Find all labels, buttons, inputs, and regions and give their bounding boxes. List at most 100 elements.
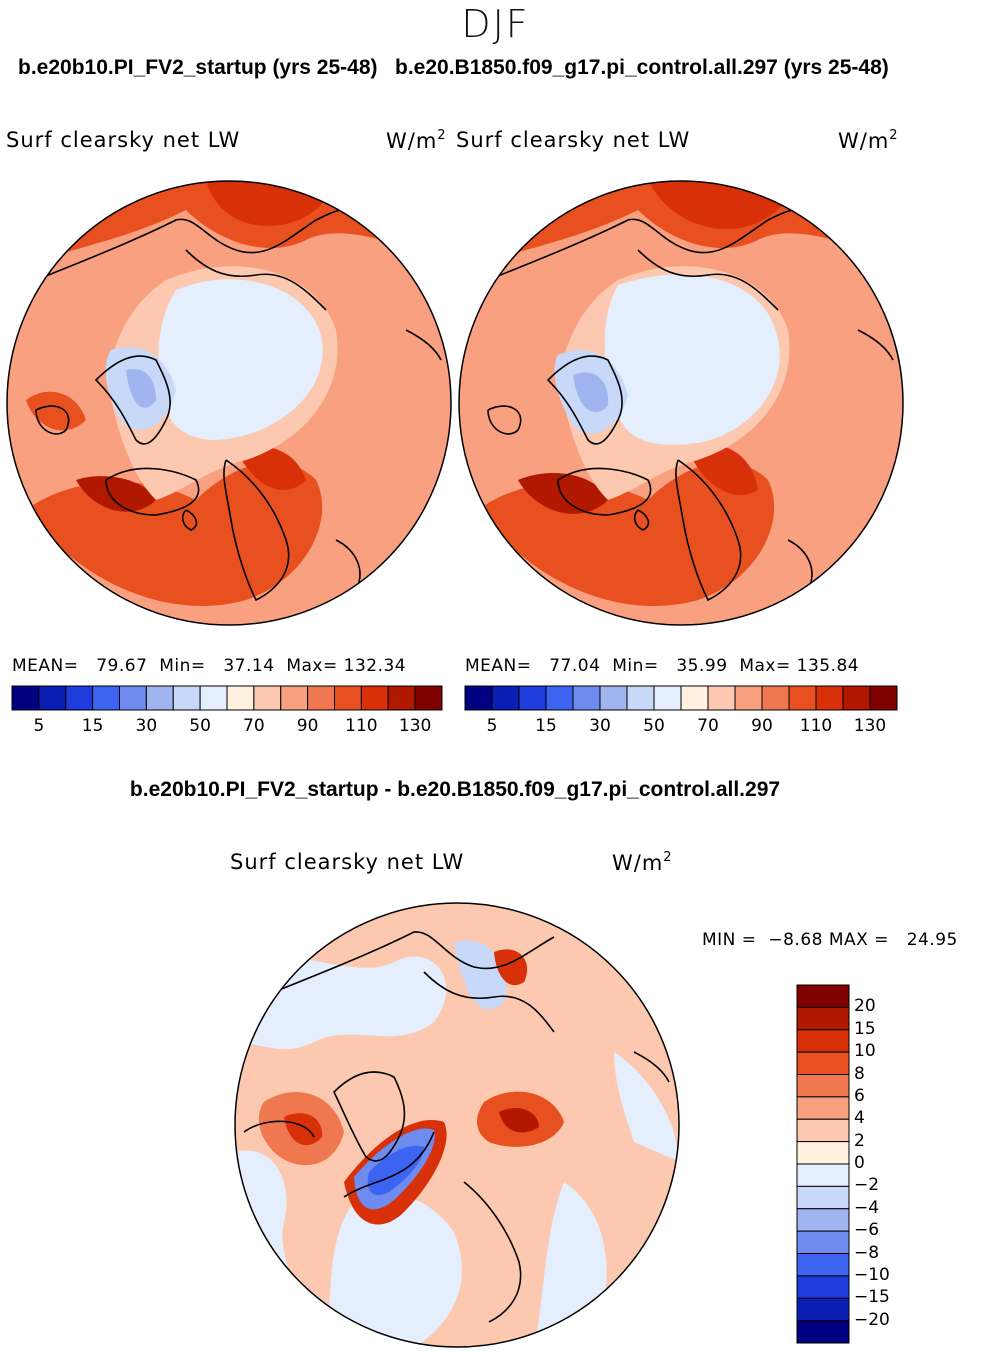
- colorbar-tick-label: 10: [854, 1041, 876, 1062]
- units-label-right: W/m2: [838, 128, 899, 153]
- colorbar-tick-label: 0: [854, 1153, 865, 1173]
- colorbar-tick-label: 15: [854, 1018, 876, 1039]
- colorbar-swatch: [11, 685, 40, 711]
- colorbar-swatch: [796, 1230, 850, 1254]
- colorbar-tick-label: −15: [854, 1287, 890, 1308]
- colorbar-swatch: [92, 685, 120, 711]
- colorbar-swatch: [334, 685, 362, 711]
- colorbar-tick-label: −4: [854, 1197, 880, 1218]
- colorbar-tick-label: −6: [854, 1220, 880, 1241]
- colorbar-swatch: [172, 685, 201, 711]
- colorbar-tick-label: 70: [243, 716, 265, 736]
- colorbar-tick-label: 5: [33, 716, 45, 736]
- colorbar-swatch: [842, 685, 871, 711]
- colorbar-swatch: [65, 685, 94, 711]
- colorbar-right: [464, 685, 898, 711]
- colorbar-swatch: [796, 1320, 850, 1344]
- stats-right: MEAN= 77.04 Min= 35.99 Max= 135.84: [465, 656, 860, 676]
- colorbar-tick-label: 20: [854, 996, 876, 1017]
- colorbar-swatch: [464, 685, 493, 711]
- colorbar-swatch: [796, 1006, 850, 1031]
- colorbar-swatch: [145, 685, 174, 711]
- colorbar-tick-label: 15: [535, 716, 557, 736]
- variable-label-right: Surf clearsky net LW: [456, 128, 691, 152]
- case-title-right: b.e20.B1850.f09_g17.pi_control.all.297 (…: [395, 56, 889, 79]
- colorbar-swatch: [796, 1253, 850, 1277]
- colorbar-tick-label: 30: [589, 716, 611, 736]
- polar-map-right: [458, 180, 904, 626]
- colorbar-swatch: [307, 685, 335, 711]
- colorbar-swatch: [796, 1141, 850, 1165]
- colorbar-swatch: [707, 685, 736, 711]
- colorbar-swatch: [387, 685, 416, 711]
- colorbar-tick-label: 90: [296, 716, 319, 736]
- colorbar-swatch: [680, 685, 709, 711]
- colorbar-swatch: [796, 1051, 850, 1075]
- colorbar-swatch: [796, 1208, 850, 1232]
- colorbar-tick-label: 15: [81, 716, 104, 736]
- colorbar-swatch: [796, 1029, 850, 1053]
- colorbar-tick-label: −10: [854, 1264, 890, 1285]
- colorbar-tick-label: 50: [189, 716, 211, 736]
- colorbar-swatch: [38, 685, 67, 711]
- colorbar-swatch: [199, 685, 228, 711]
- colorbar-swatch: [796, 1096, 850, 1120]
- colorbar-swatch: [518, 685, 547, 711]
- colorbar-tick-label: 130: [398, 716, 432, 736]
- colorbar-tick-label: 110: [799, 716, 833, 736]
- stats-left: MEAN= 79.67 Min= 37.14 Max= 132.34: [12, 656, 407, 676]
- colorbar-tick-label: 130: [853, 716, 887, 736]
- season-title: DJF: [461, 2, 530, 46]
- colorbar-swatch: [414, 685, 443, 711]
- colorbar-swatch: [869, 685, 898, 711]
- colorbar-ticks-left: 5 15 30 50 70 90 110 130: [12, 716, 442, 738]
- colorbar-swatch: [796, 1163, 850, 1187]
- colorbar-swatch: [788, 685, 817, 711]
- polar-map-left: [6, 180, 452, 626]
- colorbar-swatch: [226, 685, 255, 711]
- colorbar-swatch: [599, 685, 628, 711]
- colorbar-swatch: [761, 685, 790, 711]
- colorbar-swatch: [796, 1275, 850, 1299]
- colorbar-swatch: [119, 685, 147, 711]
- colorbar-swatch: [626, 685, 655, 711]
- colorbar-swatch: [734, 685, 763, 711]
- units-label-left: W/m2: [386, 128, 447, 153]
- colorbar-tick-label: 6: [854, 1085, 865, 1106]
- colorbar-swatch: [280, 685, 309, 711]
- difference-title: b.e20b10.PI_FV2_startup - b.e20.B1850.f0…: [129, 778, 781, 801]
- colorbar-tick-label: −20: [854, 1309, 890, 1330]
- colorbar-swatch: [796, 984, 850, 1008]
- difference-min-max: MIN = −8.68 MAX = 24.95: [702, 930, 958, 950]
- colorbar-tick-label: 110: [345, 716, 378, 736]
- colorbar-tick-label: 70: [697, 716, 719, 736]
- colorbar-tick-label: 4: [854, 1108, 865, 1129]
- colorbar-swatch: [545, 685, 574, 711]
- colorbar-tick-label: 90: [751, 716, 773, 736]
- colorbar-difference: [796, 984, 850, 1344]
- colorbar-tick-label: 30: [135, 716, 158, 736]
- colorbar-swatch: [796, 1074, 850, 1098]
- colorbar-tick-label: −8: [854, 1242, 880, 1263]
- colorbar-swatch: [815, 685, 844, 711]
- colorbar-swatch: [360, 685, 389, 711]
- colorbar-tick-label: −2: [854, 1175, 880, 1196]
- colorbar-tick-label: 50: [643, 716, 665, 736]
- colorbar-swatch: [796, 1185, 850, 1210]
- colorbar-swatch: [796, 1297, 850, 1322]
- colorbar-swatch: [253, 685, 282, 711]
- difference-units-label: W/m2: [612, 850, 673, 875]
- difference-variable-label: Surf clearsky net LW: [230, 850, 465, 874]
- colorbar-left: [11, 685, 443, 711]
- colorbar-tick-label: 5: [486, 716, 498, 736]
- polar-map-difference: [234, 902, 680, 1348]
- colorbar-swatch: [491, 685, 520, 711]
- colorbar-swatch: [572, 685, 601, 711]
- colorbar-swatch: [653, 685, 682, 711]
- colorbar-swatch: [796, 1118, 850, 1143]
- colorbar-tick-label: 2: [854, 1130, 865, 1151]
- case-title-left: b.e20b10.PI_FV2_startup (yrs 25-48): [18, 56, 378, 79]
- colorbar-tick-label: 8: [854, 1063, 865, 1084]
- colorbar-ticks-difference: 20 15 10 8 6 4 2 0 −2 −4 −6 −8 −10 −15 −20: [854, 985, 914, 1343]
- variable-label-left: Surf clearsky net LW: [6, 128, 241, 152]
